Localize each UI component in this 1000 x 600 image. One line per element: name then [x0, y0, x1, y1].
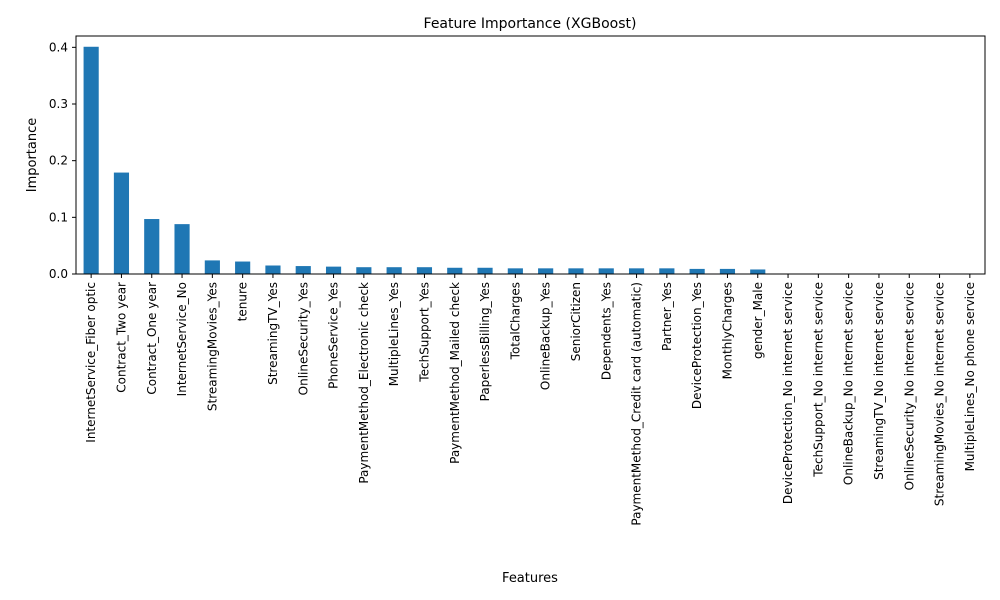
- bar: [416, 267, 433, 274]
- bar: [689, 268, 705, 274]
- bar: [750, 269, 766, 274]
- bar: [204, 260, 220, 274]
- y-axis-label: Importance: [25, 118, 40, 193]
- x-tick-label: SeniorCitizen: [569, 282, 583, 361]
- x-tick-label: gender_Male: [751, 282, 765, 359]
- x-tick-label: StreamingTV_Yes: [266, 282, 280, 385]
- bar: [113, 172, 130, 274]
- x-tick-label: StreamingMovies_Yes: [205, 282, 219, 411]
- x-tick-label: StreamingMovies_No internet service: [933, 282, 947, 506]
- x-tick-label: InternetService_Fiber optic: [84, 282, 98, 443]
- bar: [628, 268, 645, 274]
- x-tick-label: OnlineSecurity_Yes: [296, 282, 310, 395]
- x-tick-label: PaymentMethod_Electronic check: [357, 282, 371, 484]
- x-axis-label: Features: [502, 571, 558, 586]
- bar: [325, 266, 342, 274]
- x-tick-label: DeviceProtection_Yes: [690, 282, 704, 409]
- bar: [568, 268, 584, 274]
- x-tick-label: tenure: [236, 282, 250, 321]
- y-tick-label: 0.2: [49, 154, 68, 168]
- x-tick-label: MultipleLines_Yes: [387, 282, 401, 386]
- x-tick-label: PaymentMethod_Credit card (automatic): [630, 282, 644, 526]
- x-tick-label: Contract_Two year: [114, 282, 128, 393]
- x-tick-label: TechSupport_No internet service: [811, 282, 825, 478]
- y-tick-label: 0.0: [49, 267, 68, 281]
- x-tick-label: TechSupport_Yes: [417, 282, 431, 383]
- x-tick-label: OnlineBackup_No internet service: [842, 282, 856, 485]
- bar: [719, 268, 736, 274]
- x-tick-label: PaymentMethod_Mailed check: [448, 282, 462, 464]
- x-tick-label: Partner_Yes: [660, 282, 674, 351]
- x-tick-label: OnlineBackup_Yes: [539, 282, 553, 390]
- bar: [356, 267, 372, 274]
- bar: [507, 268, 523, 274]
- x-tick-label: Contract_One year: [145, 282, 159, 395]
- x-tick-label: DeviceProtection_No internet service: [781, 282, 795, 504]
- y-tick-label: 0.4: [49, 40, 68, 54]
- bars-group: [83, 46, 766, 275]
- plot-frame: [75, 35, 986, 275]
- bar: [265, 265, 281, 274]
- y-tick-label: 0.1: [49, 210, 68, 224]
- x-tick-label: PaperlessBilling_Yes: [478, 282, 492, 401]
- bar: [174, 224, 190, 274]
- bar: [659, 268, 675, 274]
- x-tick-label: MultipleLines_No phone service: [963, 282, 977, 471]
- y-axis-ticks: 0.0 0.1 0.2 0.3 0.4: [49, 40, 76, 281]
- bar: [144, 219, 160, 274]
- bar: [538, 268, 554, 274]
- x-tick-label: TotalCharges: [508, 282, 522, 360]
- x-tick-label: PhoneService_Yes: [327, 282, 341, 389]
- chart-title: Feature Importance (XGBoost): [424, 16, 637, 32]
- x-tick-label: Dependents_Yes: [599, 282, 613, 380]
- bar: [235, 261, 251, 274]
- x-tick-label: StreamingTV_No internet service: [872, 282, 886, 480]
- y-tick-label: 0.3: [49, 97, 68, 111]
- bar: [295, 266, 311, 274]
- bar: [83, 46, 99, 275]
- x-tick-label: MonthlyCharges: [720, 282, 734, 379]
- bar: [598, 268, 614, 274]
- x-axis-ticks: InternetService_Fiber optic Contract_Two …: [84, 274, 977, 526]
- bar: [447, 267, 463, 274]
- x-tick-label: InternetService_No: [175, 282, 189, 396]
- x-tick-label: OnlineSecurity_No internet service: [902, 282, 916, 490]
- bar: [477, 267, 493, 274]
- bar: [386, 267, 402, 274]
